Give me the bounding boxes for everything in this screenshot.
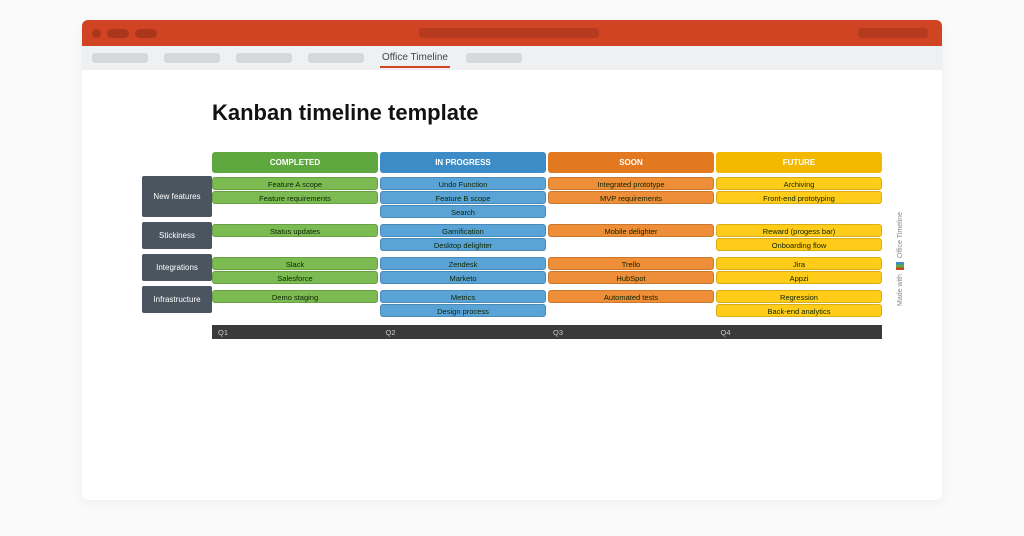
kanban-card xyxy=(212,238,378,251)
kanban-card[interactable]: Salesforce xyxy=(212,271,378,284)
kanban-card[interactable]: Integrated prototype xyxy=(548,177,714,190)
kanban-card[interactable]: HubSpot xyxy=(548,271,714,284)
column-header: IN PROGRESS xyxy=(380,152,546,173)
quarter-label: Q1 xyxy=(212,328,380,337)
kanban-card xyxy=(212,205,378,218)
kanban-grid: COMPLETED Feature A scopeFeature requirem… xyxy=(212,152,882,323)
kanban-card[interactable]: Feature B scope xyxy=(380,191,546,204)
ribbon-tab-placeholder[interactable] xyxy=(466,53,522,63)
titlebar-stub xyxy=(419,28,599,38)
kanban-card[interactable]: Automated tests xyxy=(548,290,714,303)
quarter-axis: Q1Q2Q3Q4 xyxy=(212,325,882,339)
kanban-card xyxy=(548,238,714,251)
column-header: FUTURE xyxy=(716,152,882,173)
kanban-card[interactable]: Demo staging xyxy=(212,290,378,303)
ribbon-tab-placeholder[interactable] xyxy=(308,53,364,63)
row-labels-column: New features Stickiness Integrations Infras… xyxy=(142,152,212,323)
kanban-card[interactable]: MVP requirements xyxy=(548,191,714,204)
kanban-column-future: FUTURE ArchivingFront-end prototyping Rewa… xyxy=(716,152,882,323)
titlebar-stub-right xyxy=(858,28,928,38)
row-label: Stickiness xyxy=(142,222,212,249)
row-label: Infrastructure xyxy=(142,286,212,313)
kanban-card[interactable]: Search xyxy=(380,205,546,218)
kanban-card[interactable]: Design process xyxy=(380,304,546,317)
kanban-column-completed: COMPLETED Feature A scopeFeature requirem… xyxy=(212,152,378,323)
app-window: Office Timeline Kanban timeline template… xyxy=(82,20,942,500)
kanban-card[interactable]: Reward (progess bar) xyxy=(716,224,882,237)
kanban-card[interactable]: Metrics xyxy=(380,290,546,303)
slide-canvas: Kanban timeline template New features Sti… xyxy=(82,70,942,500)
ribbon-tabs: Office Timeline xyxy=(82,46,942,70)
kanban-card[interactable]: Jira xyxy=(716,257,882,270)
kanban-card[interactable]: Feature A scope xyxy=(212,177,378,190)
kanban-column-inprogress: IN PROGRESS Undo FunctionFeature B scopeS… xyxy=(380,152,546,323)
kanban-card[interactable]: Archiving xyxy=(716,177,882,190)
watermark: Made with Office Timeline xyxy=(896,212,904,306)
kanban-card[interactable]: Gamification xyxy=(380,224,546,237)
kanban-card xyxy=(548,205,714,218)
kanban-card[interactable]: Onboarding flow xyxy=(716,238,882,251)
window-titlebar xyxy=(82,20,942,46)
slide-title: Kanban timeline template xyxy=(212,100,882,126)
kanban-card[interactable]: Mobile delighter xyxy=(548,224,714,237)
ribbon-tab-placeholder[interactable] xyxy=(92,53,148,63)
kanban-board: New features Stickiness Integrations Infras… xyxy=(142,152,882,323)
kanban-card xyxy=(548,304,714,317)
kanban-card[interactable]: Regression xyxy=(716,290,882,303)
kanban-card[interactable]: Appzi xyxy=(716,271,882,284)
window-control-min[interactable] xyxy=(107,29,129,38)
kanban-card[interactable]: Undo Function xyxy=(380,177,546,190)
kanban-card[interactable]: Back-end analytics xyxy=(716,304,882,317)
kanban-card xyxy=(716,205,882,218)
column-header: COMPLETED xyxy=(212,152,378,173)
kanban-card[interactable]: Status updates xyxy=(212,224,378,237)
kanban-card[interactable]: Slack xyxy=(212,257,378,270)
quarter-label: Q4 xyxy=(715,328,883,337)
window-control-close[interactable] xyxy=(92,29,101,38)
kanban-card xyxy=(212,304,378,317)
ribbon-tab-active[interactable]: Office Timeline xyxy=(380,49,450,68)
window-control-max[interactable] xyxy=(135,29,157,38)
ribbon-tab-placeholder[interactable] xyxy=(236,53,292,63)
row-label: New features xyxy=(142,176,212,217)
kanban-card[interactable]: Trello xyxy=(548,257,714,270)
office-timeline-icon xyxy=(896,262,904,270)
kanban-card[interactable]: Front-end prototyping xyxy=(716,191,882,204)
quarter-label: Q3 xyxy=(547,328,715,337)
column-header: SOON xyxy=(548,152,714,173)
kanban-column-soon: SOON Integrated prototypeMVP requirements… xyxy=(548,152,714,323)
kanban-card[interactable]: Desktop delighter xyxy=(380,238,546,251)
ribbon-tab-placeholder[interactable] xyxy=(164,53,220,63)
kanban-card[interactable]: Zendesk xyxy=(380,257,546,270)
kanban-card[interactable]: Marketo xyxy=(380,271,546,284)
quarter-label: Q2 xyxy=(380,328,548,337)
kanban-card[interactable]: Feature requirements xyxy=(212,191,378,204)
row-label: Integrations xyxy=(142,254,212,281)
